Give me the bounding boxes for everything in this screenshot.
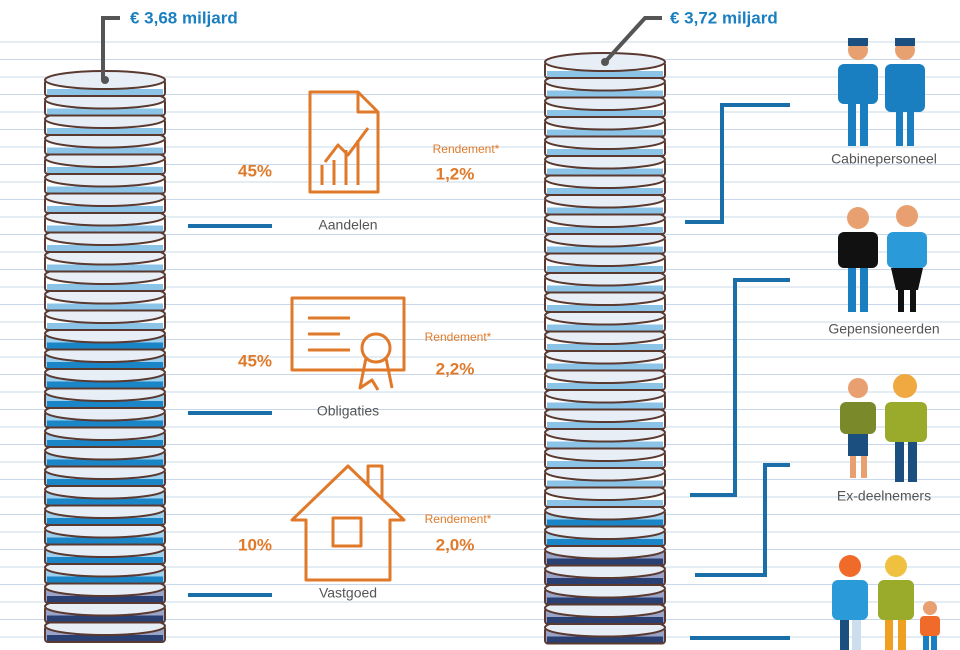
icon-shares	[310, 92, 378, 192]
group-label: Gepensioneerden	[828, 321, 939, 337]
return: 2,0%	[436, 535, 475, 554]
asset-label: Aandelen	[318, 217, 377, 233]
share: 45%	[238, 161, 272, 180]
share: 10%	[238, 535, 272, 554]
infographic: € 3,68 miljard € 3,72 miljard 45% 45% 10…	[0, 0, 960, 650]
return: 2,2%	[436, 359, 475, 378]
asset-label: Obligaties	[317, 403, 379, 419]
return-label: Rendement*	[425, 330, 492, 344]
group-label: Ex-deelnemers	[837, 488, 931, 504]
connectors	[188, 105, 790, 638]
group-label: Cabinepersoneel	[831, 151, 937, 167]
asset-label: Vastgoed	[319, 585, 377, 601]
return-label: Rendement*	[433, 142, 500, 156]
people-retired	[838, 205, 927, 312]
return: 1,2%	[436, 164, 475, 183]
share: 45%	[238, 351, 272, 370]
return-label: Rendement*	[425, 512, 492, 526]
icon-bonds	[292, 298, 404, 390]
total-right: € 3,72 miljard	[670, 8, 778, 27]
icon-house	[292, 466, 404, 580]
total-left: € 3,68 miljard	[130, 8, 238, 27]
people-former	[840, 374, 927, 482]
page: € 3,68 miljard € 3,72 miljard 45% 45% 10…	[0, 0, 960, 650]
